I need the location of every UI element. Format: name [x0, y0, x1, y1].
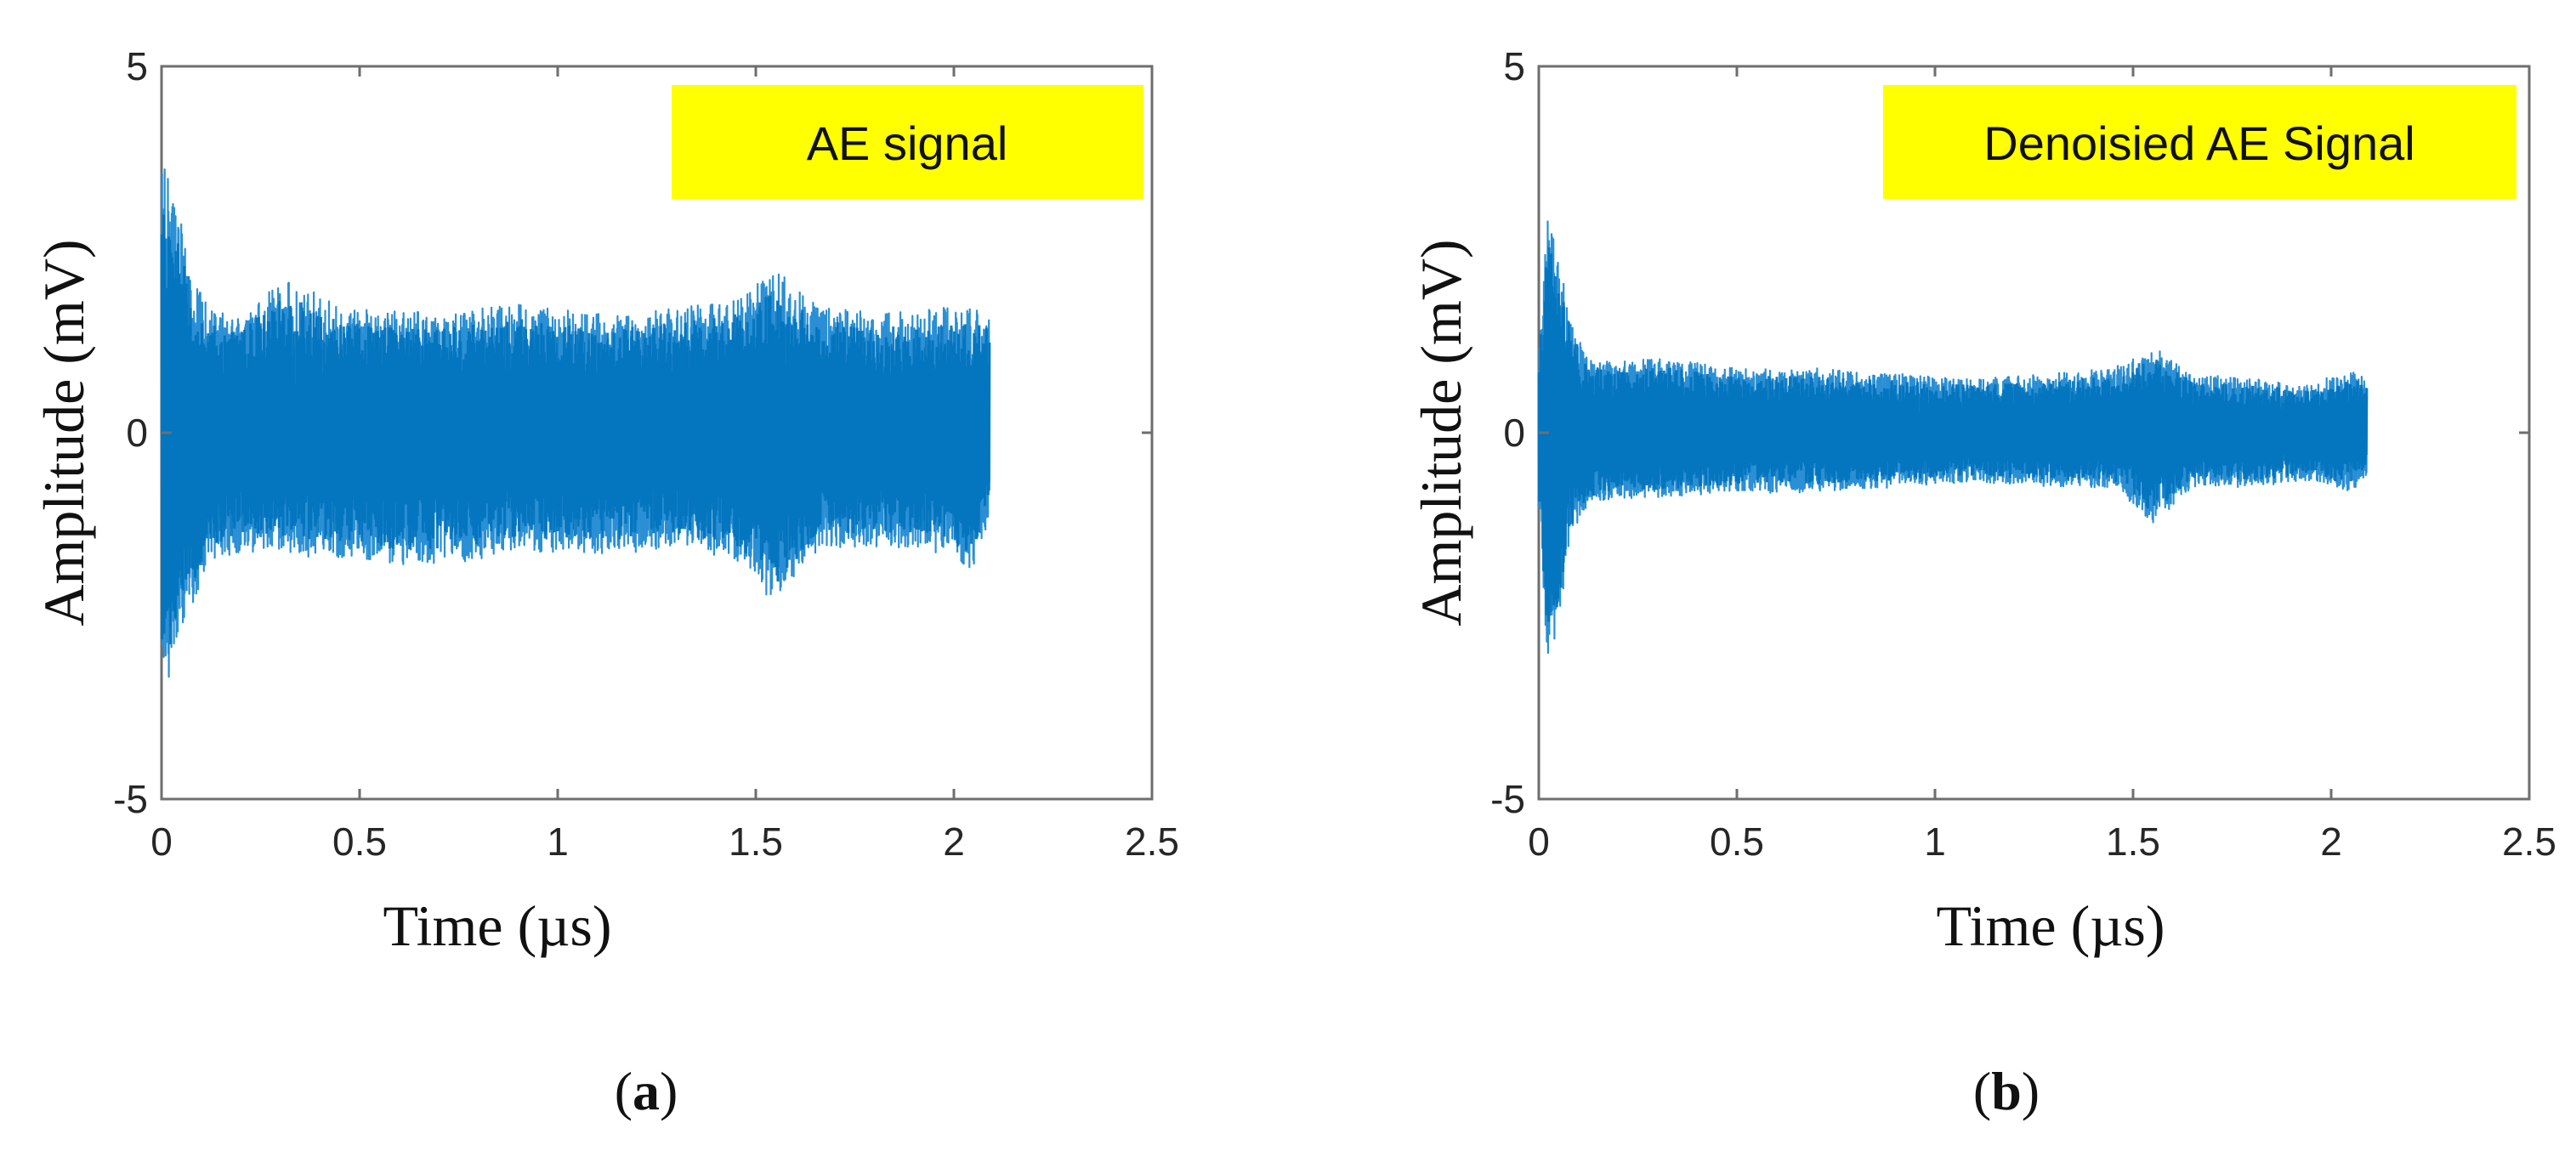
legend-text: Denoisied AE Signal — [1983, 116, 2414, 170]
x-axis-label: Time (µs) — [1936, 893, 2165, 958]
legend-box — [672, 85, 1143, 199]
y-tick-label: 0 — [126, 411, 148, 455]
y-axis-label: Amplitude (mV) — [31, 239, 96, 626]
y-tick-label: 5 — [1503, 44, 1525, 88]
panel-label: (b) — [1973, 1061, 2040, 1121]
x-tick-label: 1 — [1924, 819, 1946, 864]
x-tick-label: 2 — [2320, 819, 2342, 864]
y-tick-label: 5 — [126, 44, 148, 88]
legend-text: AE signal — [807, 116, 1008, 170]
panel-label-letter: b — [1991, 1061, 2022, 1121]
panel-label-letter: a — [633, 1061, 660, 1121]
x-tick-label: 0.5 — [332, 819, 387, 864]
y-tick-label: -5 — [113, 777, 148, 821]
y-tick-label: -5 — [1490, 777, 1525, 821]
y-axis-label: Amplitude (mV) — [1409, 239, 1473, 626]
x-axis-label: Time (µs) — [383, 893, 611, 958]
y-tick-label: 0 — [1503, 411, 1525, 455]
axis-ticks: 0 0.5 1 1.5 2 2.550-5 — [1490, 44, 2556, 864]
x-tick-label: 1.5 — [2106, 819, 2160, 864]
x-tick-label: 1.5 — [729, 819, 783, 864]
chart-panel-b: 0 0.5 1 1.5 2 2.550-5 Denoisied AE Signal Tim… — [1409, 44, 2556, 1121]
x-tick-label: 0.5 — [1710, 819, 1764, 864]
x-tick-label: 2.5 — [2502, 819, 2556, 864]
signal-core — [160, 214, 991, 644]
signal-series — [1537, 220, 2369, 655]
panel-label: (a) — [615, 1061, 678, 1121]
x-tick-label: 1 — [547, 819, 569, 864]
chart-panel-a: 0 0.5 1 1.5 2 2.550-5 AE signal Time (µs) Amp… — [31, 44, 1179, 1121]
axis-ticks: 0 0.5 1 1.5 2 2.550-5 — [113, 44, 1179, 864]
x-tick-label: 0 — [150, 819, 173, 864]
signal-series — [160, 168, 991, 678]
x-tick-label: 2 — [943, 819, 965, 864]
x-tick-label: 0 — [1528, 819, 1550, 864]
signal-core — [1537, 247, 2369, 622]
legend-box — [1883, 85, 2516, 199]
x-tick-label: 2.5 — [1125, 819, 1179, 864]
